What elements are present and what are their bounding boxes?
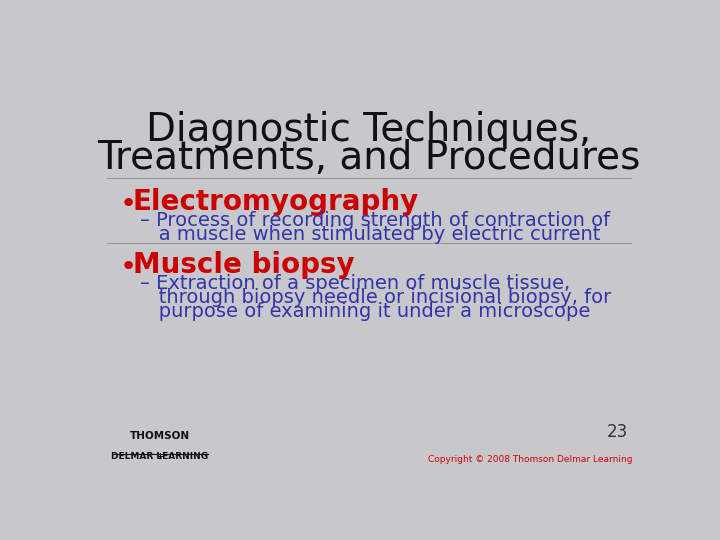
- Text: a muscle when stimulated by electric current: a muscle when stimulated by electric cur…: [140, 225, 600, 244]
- Text: through biopsy needle or incisional biopsy, for: through biopsy needle or incisional biop…: [140, 288, 611, 307]
- Text: Electromyography: Electromyography: [132, 188, 419, 216]
- Text: •: •: [120, 253, 137, 281]
- Text: 23: 23: [606, 423, 628, 441]
- Text: Muscle biopsy: Muscle biopsy: [132, 251, 354, 279]
- Text: Copyright © 2008 Thomson Delmar Learning: Copyright © 2008 Thomson Delmar Learning: [428, 455, 632, 464]
- Text: THOMSON: THOMSON: [130, 430, 190, 441]
- Text: – Process of recording strength of contraction of: – Process of recording strength of contr…: [140, 211, 611, 230]
- Text: +: +: [156, 452, 163, 461]
- Text: Treatments, and Procedures: Treatments, and Procedures: [97, 139, 641, 178]
- Text: Diagnostic Techniques,: Diagnostic Techniques,: [146, 111, 592, 149]
- Text: DELMAR LEARNING: DELMAR LEARNING: [111, 453, 208, 461]
- Text: – Extraction of a specimen of muscle tissue,: – Extraction of a specimen of muscle tis…: [140, 274, 570, 293]
- Text: •: •: [120, 190, 137, 218]
- Text: purpose of examining it under a microscope: purpose of examining it under a microsco…: [140, 302, 590, 321]
